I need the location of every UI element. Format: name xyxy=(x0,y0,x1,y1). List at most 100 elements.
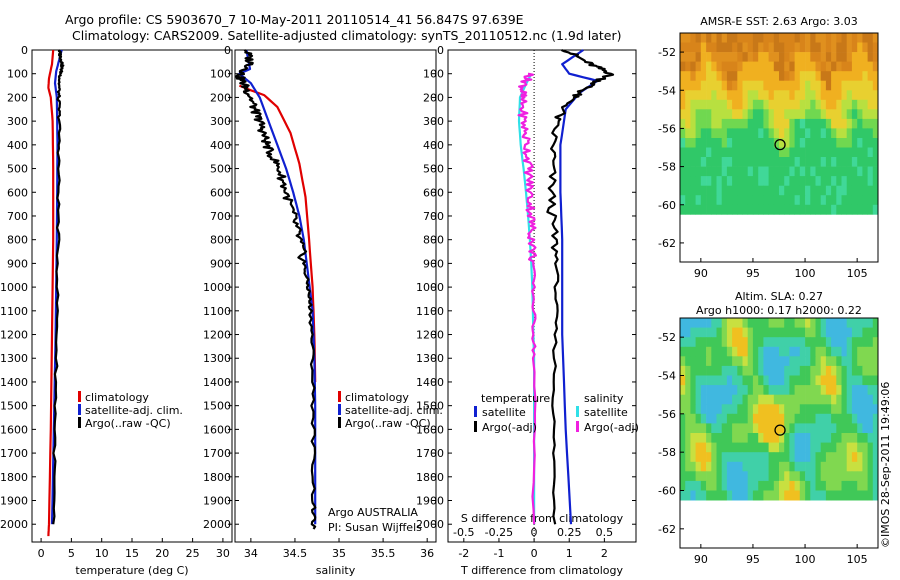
sst_map-cell xyxy=(695,157,702,167)
sst_map-cell xyxy=(758,195,764,206)
sst_map-cell xyxy=(836,109,842,120)
sla_map-cell xyxy=(773,423,780,434)
sst_map-cell xyxy=(810,42,816,53)
sst_map-cell xyxy=(799,109,806,120)
sla_map-cell xyxy=(805,471,811,482)
sla_map-cell xyxy=(810,337,816,348)
sla_map-cell xyxy=(867,404,874,415)
sst_map-cell xyxy=(685,176,691,186)
sst_map-cell xyxy=(784,204,790,215)
sla_map-cell xyxy=(737,471,743,482)
difference-legend-swatch xyxy=(576,406,579,417)
sst_map-cell xyxy=(825,80,832,91)
temperature-series-0 xyxy=(47,49,55,537)
sst_map-cell xyxy=(825,166,832,177)
sst_map-cell xyxy=(768,166,775,177)
difference-top-tick-label: 0.5 xyxy=(596,526,614,539)
sla_map-cell xyxy=(846,385,853,396)
sla_map-cell xyxy=(867,365,874,376)
sst_map-cell xyxy=(789,195,795,206)
sst_map-cell xyxy=(737,166,743,177)
temperature-ytick-label: 0 xyxy=(21,44,28,57)
sla_map-cell xyxy=(752,452,759,463)
sst_map-cell xyxy=(862,99,868,110)
sst_map-cell xyxy=(810,138,816,148)
sst_map-cell xyxy=(857,138,863,148)
sst_map-cell xyxy=(789,138,795,148)
sla_map-cell xyxy=(690,490,696,501)
salinity-frame xyxy=(234,49,437,543)
sst_map-cell xyxy=(721,118,728,129)
sst_map-cell xyxy=(758,128,764,139)
sla_map-cell xyxy=(831,461,837,472)
sst_map-cell xyxy=(700,33,707,43)
sst_map-cell xyxy=(779,157,785,167)
sst_map-cell xyxy=(789,147,795,158)
sla_map-cell xyxy=(857,452,863,463)
sla_map-cell xyxy=(742,365,749,376)
sst_map-cell xyxy=(820,204,827,215)
sla_map-cell xyxy=(700,356,707,367)
sst_map-cell xyxy=(690,52,696,62)
sla_map-cell xyxy=(872,365,879,376)
sst_map-cell xyxy=(815,157,822,167)
sst_map-cell xyxy=(851,176,858,186)
sla_map-cell xyxy=(799,480,806,491)
sla_map-cell xyxy=(706,318,712,328)
sla_map-cell xyxy=(779,471,785,482)
sla_map-cell xyxy=(737,394,743,405)
sst_map-cell xyxy=(820,61,827,72)
sla_map-cell xyxy=(695,337,702,348)
sla_map-cell xyxy=(773,404,780,415)
sst_map-cell xyxy=(763,118,769,129)
sst_map-cell xyxy=(716,99,723,110)
sst_map-cell xyxy=(747,204,754,215)
sst_map-cell xyxy=(825,90,832,101)
sst_map-cell xyxy=(763,61,769,72)
sla_map-cell xyxy=(805,480,811,491)
sla_map-cell xyxy=(763,452,769,463)
sst_map-cell xyxy=(862,166,868,177)
sla_map-cell xyxy=(794,394,801,405)
sst_map-cell xyxy=(685,61,691,72)
sst_map-cell xyxy=(716,195,723,206)
sla_map-cell xyxy=(716,356,723,367)
sla_map-cell xyxy=(872,327,879,338)
sla_map-cell xyxy=(872,461,879,472)
sst_map-cell xyxy=(747,147,754,158)
sla_map-cell xyxy=(851,365,858,376)
sla_map-cell xyxy=(685,452,691,463)
sst_map-cell xyxy=(680,185,686,196)
sst_map-cell xyxy=(805,118,811,129)
sla_map-cell xyxy=(789,385,795,396)
salinity-xtick-label: 36 xyxy=(420,547,434,560)
sla_map-cell xyxy=(732,356,738,367)
sla_map-cell xyxy=(695,490,702,501)
sst_map-cell xyxy=(721,80,728,91)
sst_map-cell xyxy=(789,61,795,72)
sla_map-cell xyxy=(732,404,738,415)
sla_map-cell xyxy=(700,346,707,357)
sst_map-cell xyxy=(831,42,837,53)
sla_map-cell xyxy=(680,423,686,434)
sla_map-cell xyxy=(789,404,795,415)
sst_map-cell xyxy=(794,128,801,139)
sla_map-cell xyxy=(732,318,738,328)
sst_map-cell xyxy=(732,128,738,139)
sla_map-cell xyxy=(685,423,691,434)
sst_map-cell xyxy=(784,42,790,53)
sst_map-cell xyxy=(721,42,728,53)
sst_map-cell xyxy=(763,176,769,186)
sst_map-cell xyxy=(789,118,795,129)
sst_map-cell xyxy=(752,71,759,82)
sla_map-cell xyxy=(810,404,816,415)
sst_map-cell xyxy=(851,61,858,72)
sla_map-cell xyxy=(831,394,837,405)
sla_map-cell xyxy=(690,471,696,482)
sst_map-cell xyxy=(706,52,712,62)
sst_map-cell xyxy=(825,71,832,82)
sla_map-cell xyxy=(680,318,686,328)
sla_map-cell xyxy=(836,442,842,453)
sla_map-cell xyxy=(805,318,811,328)
sst_map-cell xyxy=(846,195,853,206)
